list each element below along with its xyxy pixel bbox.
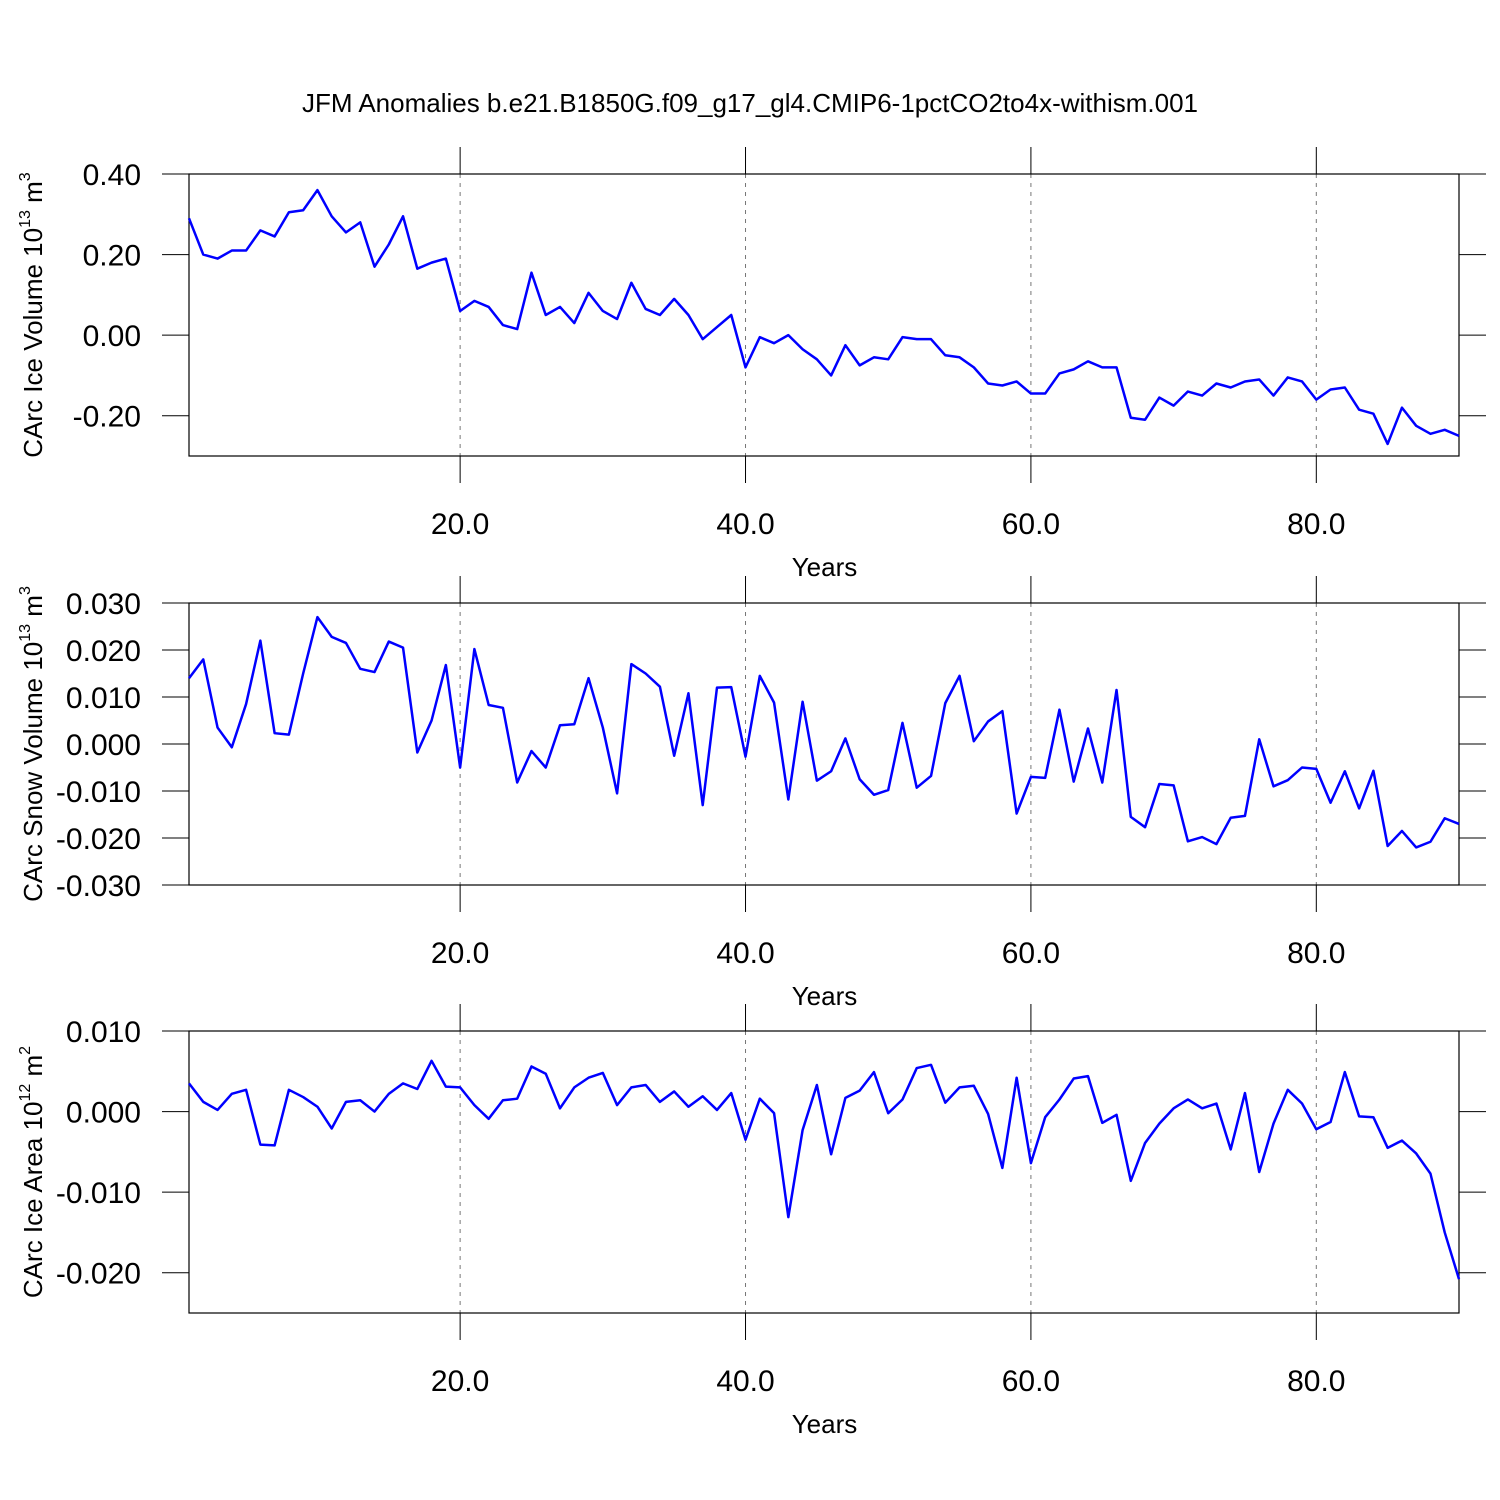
y-tick-label: 0.020 [66, 635, 141, 668]
y-axis-label-part: m [18, 595, 48, 624]
y-tick-label: 0.030 [66, 588, 141, 621]
x-tick-label: 40.0 [716, 937, 774, 970]
x-tick-label: 20.0 [431, 937, 489, 970]
x-tick-label: 40.0 [716, 1365, 774, 1398]
y-axis-label-part: CArc Snow Volume 10 [18, 642, 48, 902]
chart-title: JFM Anomalies b.e21.B1850G.f09_g17_gl4.C… [302, 88, 1198, 118]
x-tick-label: 80.0 [1287, 1365, 1345, 1398]
y-axis-label-part: CArc Ice Volume 10 [18, 228, 48, 458]
y-axis-label: CArc Ice Area 1012 m2 [17, 1046, 48, 1298]
y-tick-label: -0.20 [73, 401, 141, 434]
y-axis-label-part: 3 [17, 172, 34, 181]
y-axis-label-part: m [18, 1055, 48, 1084]
panel: 20.0 40.0 60.0 80.0 -0.020 -0.010 0.000 0.010 Ye… [17, 1004, 1486, 1439]
x-tick-label: 60.0 [1002, 508, 1060, 541]
y-axis-label-part: 12 [17, 1084, 34, 1102]
x-axis-label: Years [792, 981, 858, 1011]
x-tick-label: 40.0 [716, 508, 774, 541]
x-tick-label: 20.0 [431, 1365, 489, 1398]
x-tick-label: 20.0 [431, 508, 489, 541]
y-tick-label: 0.00 [83, 320, 141, 353]
plot-frame [188, 602, 1460, 886]
x-tick-label: 60.0 [1002, 1365, 1060, 1398]
panel: 20.0 40.0 60.0 80.0 -0.20 0.00 0.20 0.40 Years CA… [17, 147, 1486, 582]
y-tick-label: 0.010 [66, 1016, 141, 1049]
y-tick-label: -0.010 [56, 1177, 141, 1210]
y-axis-label-part: 13 [17, 210, 34, 228]
y-tick-label: 0.40 [83, 159, 141, 192]
x-tick-label: 60.0 [1002, 937, 1060, 970]
y-axis-label-part: CArc Ice Area 10 [18, 1102, 48, 1299]
y-tick-label: 0.010 [66, 682, 141, 715]
data-line [188, 615, 1460, 849]
y-tick-label: -0.010 [56, 776, 141, 809]
y-tick-label: 0.20 [83, 240, 141, 273]
y-tick-label: 0.000 [66, 1097, 141, 1130]
y-axis-label: CArc Ice Volume 1013 m3 [17, 172, 48, 457]
x-axis-label: Years [792, 1409, 858, 1439]
y-tick-label: 0.000 [66, 729, 141, 762]
panel: 20.0 40.0 60.0 80.0 -0.030 -0.020 -0.010 0.000 0… [17, 576, 1486, 1011]
y-axis-label-part: 13 [17, 624, 34, 642]
y-tick-label: -0.020 [56, 823, 141, 856]
x-tick-label: 80.0 [1287, 508, 1345, 541]
y-axis-label-part: 2 [17, 1046, 34, 1055]
plot-frame [188, 1030, 1460, 1314]
plot-frame [188, 173, 1460, 457]
y-axis-label-part: 3 [17, 586, 34, 595]
data-line [188, 1059, 1461, 1280]
data-line [187, 188, 1460, 446]
y-axis-label-part: m [18, 181, 48, 210]
y-tick-label: -0.020 [56, 1258, 141, 1291]
x-tick-label: 80.0 [1287, 937, 1345, 970]
x-axis-label: Years [792, 552, 858, 582]
y-tick-label: -0.030 [56, 870, 141, 903]
y-axis-label: CArc Snow Volume 1013 m3 [17, 586, 48, 902]
